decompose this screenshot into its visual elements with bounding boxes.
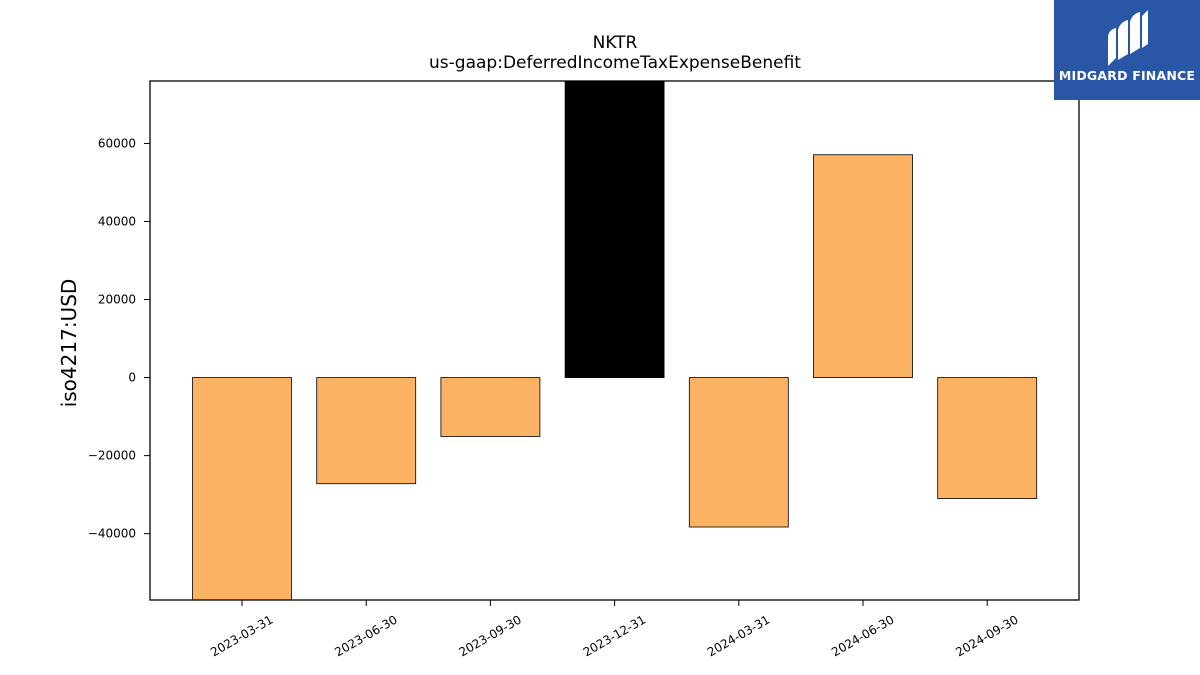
x-axis: 2023-03-31 2023-06-30 2023-09-30 2023-12-31… xyxy=(208,600,1021,659)
bar-2023-03-31 xyxy=(192,377,292,601)
y-tick-label: 40000 xyxy=(98,214,136,228)
x-tick-label: 2023-12-31 xyxy=(581,612,648,659)
bar-2023-09-30 xyxy=(440,377,541,437)
y-axis-label: iso4217:USD xyxy=(57,279,81,408)
bar-2023-12-31 xyxy=(564,80,665,378)
bar-2024-06-30 xyxy=(813,154,913,378)
y-tick-label: −20000 xyxy=(88,449,136,463)
bar-2024-03-31 xyxy=(688,377,789,528)
y-tick-label: 60000 xyxy=(98,136,136,150)
y-tick-label: 0 xyxy=(128,371,136,385)
chart-title: NKTR xyxy=(593,33,638,53)
x-tick-label: 2024-03-31 xyxy=(705,612,772,659)
y-tick-label: 20000 xyxy=(98,293,136,307)
brand-name: MIDGARD FINANCE xyxy=(1058,68,1196,83)
plot-frame xyxy=(149,80,1080,601)
x-tick-label: 2023-09-30 xyxy=(456,612,523,659)
chart-subtitle: us-gaap:DeferredIncomeTaxExpenseBenefit xyxy=(429,53,801,73)
bar-2024-09-30 xyxy=(937,377,1038,499)
bar-2023-06-30 xyxy=(316,377,417,485)
x-tick-label: 2024-09-30 xyxy=(953,612,1020,659)
brand-logo: MIDGARD FINANCE xyxy=(1054,0,1200,100)
x-tick-label: 2024-06-30 xyxy=(829,612,896,659)
bars-group xyxy=(192,80,1038,601)
y-tick-label: −40000 xyxy=(88,527,136,541)
y-axis: −40000 −20000 0 20000 40000 60000 xyxy=(88,136,150,541)
x-tick-label: 2023-03-31 xyxy=(208,612,275,659)
midgard-logo-icon xyxy=(1108,10,1148,66)
x-tick-label: 2023-06-30 xyxy=(332,612,399,659)
